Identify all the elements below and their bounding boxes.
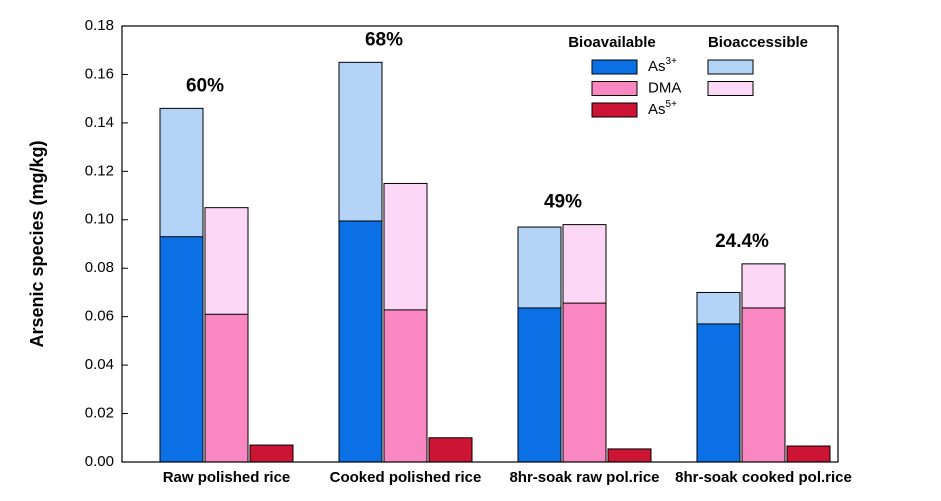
y-tick-label: 0.02	[85, 405, 114, 422]
bar-bioavailable	[338, 220, 383, 463]
bar-bioavailable	[383, 309, 428, 463]
y-tick-label: 0.16	[85, 65, 114, 82]
legend-label: DMA	[648, 79, 681, 96]
bar-bioavailable	[741, 307, 786, 463]
x-tick-label: 8hr-soak cooked pol.rice	[675, 469, 852, 486]
annotation: 49%	[544, 192, 582, 213]
y-tick-label: 0.00	[85, 453, 114, 470]
legend-swatch	[707, 59, 754, 75]
bar-bioavailable	[428, 437, 473, 463]
legend-name: As	[648, 58, 666, 75]
y-axis-label: Arsenic species (mg/kg)	[27, 140, 47, 347]
y-tick-label: 0.12	[85, 162, 114, 179]
legend-swatch	[591, 81, 638, 96]
x-tick-label: Raw polished rice	[163, 469, 291, 486]
legend-name: As	[648, 101, 666, 118]
y-tick-label: 0.10	[85, 211, 114, 228]
bar-bioavailable	[249, 444, 294, 463]
y-tick-label: 0.18	[85, 17, 114, 34]
bar-bioavailable	[159, 236, 204, 463]
legend-header: Bioavailable	[568, 34, 656, 51]
legend-superscript: 3+	[666, 56, 678, 67]
y-tick-label: 0.08	[85, 259, 114, 276]
legend-header: Bioaccessible	[708, 34, 808, 51]
y-tick-label: 0.14	[85, 114, 114, 131]
bar-bioavailable	[696, 323, 741, 463]
bar-bioavailable	[204, 313, 249, 463]
plot-frame	[121, 25, 839, 463]
annotation: 60%	[186, 75, 224, 96]
legend-swatch	[707, 81, 754, 96]
legend-label: As5+	[648, 99, 677, 118]
x-tick-label: Cooked polished rice	[330, 469, 482, 486]
bar-bioavailable	[562, 302, 607, 463]
bar-bioavailable	[517, 307, 562, 463]
annotation: 68%	[365, 29, 403, 50]
bar-bioavailable	[607, 448, 652, 463]
bar-bioavailable	[786, 445, 831, 463]
legend-swatch	[591, 102, 638, 118]
legend-label: As3+	[648, 56, 677, 75]
x-tick-label: 8hr-soak raw pol.rice	[509, 469, 659, 486]
annotation: 24.4%	[715, 231, 769, 252]
legend-name: DMA	[648, 79, 681, 96]
legend-superscript: 5+	[666, 99, 678, 110]
y-tick-label: 0.04	[85, 356, 114, 373]
y-tick-label: 0.06	[85, 308, 114, 325]
legend-swatch	[591, 59, 638, 75]
